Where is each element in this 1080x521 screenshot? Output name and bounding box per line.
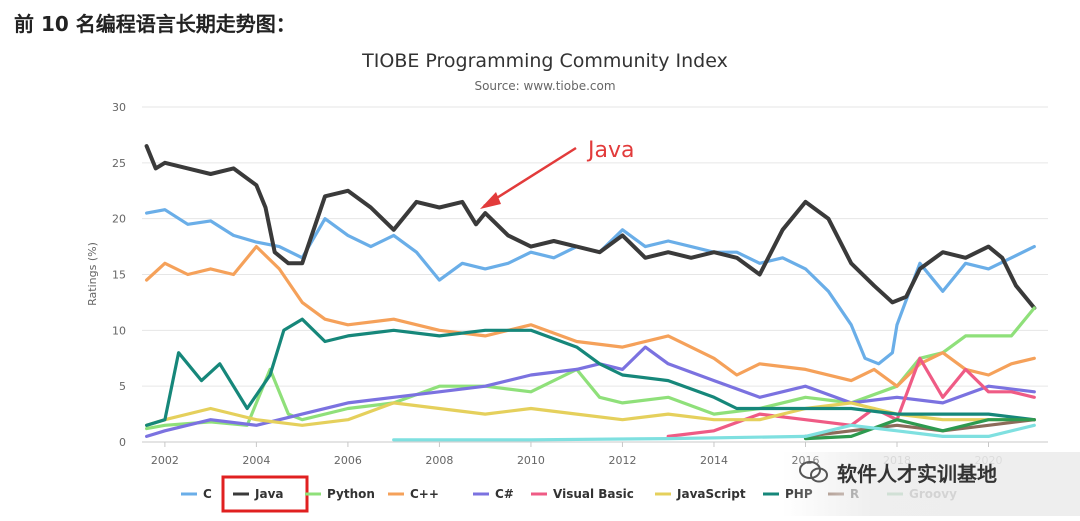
legend-label: C# xyxy=(495,487,514,501)
watermark: 软件人才实训基地 xyxy=(782,452,1080,516)
legend-item-c-[interactable]: C++ xyxy=(388,487,439,501)
y-tick-label: 10 xyxy=(112,324,126,337)
legend-item-c[interactable]: C xyxy=(181,487,212,501)
grid xyxy=(142,106,1048,443)
arrow-head xyxy=(480,192,501,209)
series-lines xyxy=(144,144,1037,442)
legend-item-visual-basic[interactable]: Visual Basic xyxy=(531,487,634,501)
series-line-php xyxy=(145,317,1036,427)
series-line-java xyxy=(144,144,1037,310)
x-tick-label: 2004 xyxy=(242,454,270,467)
y-tick-label: 30 xyxy=(112,101,126,114)
annotation-label: Java xyxy=(586,138,634,163)
legend-item-javascript[interactable]: JavaScript xyxy=(655,487,746,501)
y-tick-label: 0 xyxy=(119,436,126,449)
y-tick-label: 25 xyxy=(112,157,126,170)
series-line-javascript xyxy=(145,401,1036,427)
x-tick-label: 2008 xyxy=(425,454,453,467)
x-tick-label: 2012 xyxy=(608,454,636,467)
legend-label: Java xyxy=(254,487,283,501)
series-line-r xyxy=(803,418,1036,438)
y-tick-label: 15 xyxy=(112,269,126,282)
legend-label: JavaScript xyxy=(676,487,746,501)
x-tick-label: 2014 xyxy=(700,454,728,467)
series-line-python xyxy=(145,306,1036,431)
legend-item-c-[interactable]: C# xyxy=(473,487,514,501)
series-line-unlabeled xyxy=(392,423,1036,442)
chart-title: TIOBE Programming Community Index xyxy=(361,50,728,72)
legend-item-python[interactable]: Python xyxy=(305,487,375,501)
legend-label: C xyxy=(203,487,212,501)
y-axis-label: Ratings (%) xyxy=(86,242,99,306)
x-tick-label: 2002 xyxy=(151,454,179,467)
chart-subtitle: Source: www.tiobe.com xyxy=(474,79,615,93)
y-axis: 0 5 10 15 20 25 30 xyxy=(112,101,126,449)
x-tick-label: 2006 xyxy=(334,454,362,467)
page-heading: 前 10 名编程语言长期走势图： xyxy=(14,12,296,36)
legend-label: Visual Basic xyxy=(553,487,634,501)
legend-item-java[interactable]: Java xyxy=(221,475,309,513)
y-tick-label: 20 xyxy=(112,213,126,226)
series-line-c xyxy=(145,208,1036,366)
series-line-groovy xyxy=(803,418,1036,441)
wechat-icon xyxy=(799,461,828,483)
legend-label: Python xyxy=(327,487,375,501)
watermark-text: 软件人才实训基地 xyxy=(837,462,997,486)
legend-label: C++ xyxy=(410,487,439,501)
java-annotation: Java xyxy=(480,138,634,209)
y-tick-label: 5 xyxy=(119,380,126,393)
x-tick-label: 2010 xyxy=(517,454,545,467)
